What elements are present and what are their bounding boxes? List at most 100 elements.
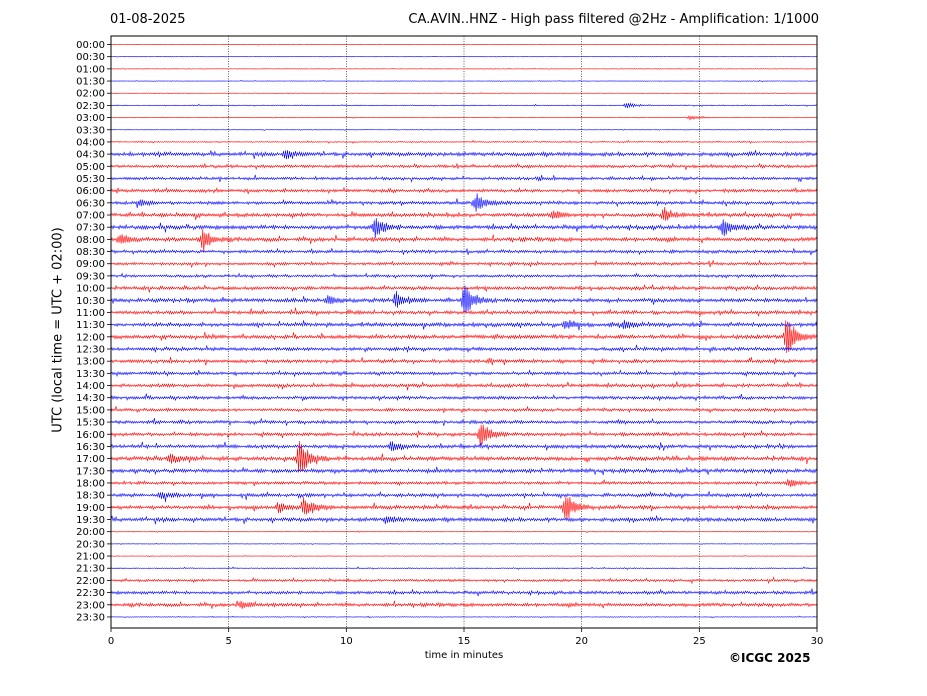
y-tick-label: 21:00 — [76, 552, 105, 563]
trace-0030 — [110, 55, 818, 58]
y-tick-label: 15:30 — [76, 418, 105, 429]
y-tick-label: 20:30 — [76, 539, 105, 550]
y-tick-label: 00:30 — [76, 52, 105, 63]
trace-1400 — [110, 381, 818, 391]
trace-1200 — [110, 320, 818, 353]
x-axis-ticks: 0 5 10 15 20 25 30 — [108, 628, 824, 647]
trace-1500 — [110, 405, 818, 414]
plot-date: 01-08-2025 — [110, 12, 186, 27]
y-tick-label: 17:00 — [76, 454, 105, 465]
y-tick-label: 01:30 — [76, 77, 105, 88]
copyright-notice: ©ICGC 2025 — [729, 651, 811, 665]
y-tick-label: 11:00 — [76, 308, 105, 319]
y-tick-label: 05:30 — [76, 174, 105, 185]
y-tick-label: 16:30 — [76, 442, 105, 453]
y-tick-label: 07:00 — [76, 211, 105, 222]
plot-title: CA.AVIN..HNZ - High pass filtered @2Hz -… — [408, 12, 819, 27]
trace-2200 — [110, 576, 818, 585]
trace-1830 — [110, 490, 818, 503]
trace-0400 — [110, 139, 818, 144]
trace-1000 — [110, 284, 818, 293]
y-tick-label: 04:30 — [76, 150, 105, 161]
trace-0230 — [110, 102, 818, 109]
y-tick-label: 18:00 — [76, 478, 105, 489]
trace-0800 — [110, 229, 818, 253]
y-tick-label: 10:30 — [76, 296, 105, 307]
y-tick-label: 12:30 — [76, 345, 105, 356]
trace-1600 — [110, 424, 818, 446]
y-tick-label: 21:30 — [76, 564, 105, 575]
trace-0000 — [110, 43, 818, 46]
y-tick-label: 06:00 — [76, 186, 105, 197]
trace-1230 — [110, 344, 818, 354]
x-tick-label: 10 — [340, 636, 353, 647]
y-tick-label: 13:30 — [76, 369, 105, 380]
trace-0600 — [110, 186, 818, 195]
y-tick-label: 09:00 — [76, 259, 105, 270]
x-tick-label: 25 — [693, 636, 706, 647]
trace-2100 — [110, 555, 818, 557]
trace-1030 — [110, 285, 818, 314]
y-tick-label: 06:30 — [76, 198, 105, 209]
y-tick-label: 03:30 — [76, 125, 105, 136]
trace-0930 — [110, 272, 818, 280]
trace-2330 — [110, 615, 818, 619]
trace-1730 — [110, 466, 818, 476]
trace-0730 — [110, 217, 818, 238]
trace-2030 — [110, 542, 818, 545]
y-tick-label: 15:00 — [76, 405, 105, 416]
trace-2000 — [110, 530, 818, 534]
trace-1630 — [110, 441, 818, 451]
trace-0630 — [110, 193, 818, 212]
y-tick-label: 02:00 — [76, 89, 105, 100]
trace-1130 — [110, 319, 818, 331]
y-tick-label: 17:30 — [76, 466, 105, 477]
y-tick-label: 23:00 — [76, 600, 105, 611]
y-tick-label: 08:00 — [76, 235, 105, 246]
trace-0830 — [110, 247, 818, 256]
y-tick-label: 18:30 — [76, 491, 105, 502]
trace-1900 — [110, 496, 818, 519]
trace-0500 — [110, 162, 818, 170]
trace-1800 — [110, 479, 818, 488]
x-tick-label: 5 — [225, 636, 231, 647]
y-tick-label: 04:00 — [76, 137, 105, 148]
y-tick-label: 13:00 — [76, 357, 105, 368]
trace-1530 — [110, 417, 818, 427]
y-tick-label: 16:00 — [76, 430, 105, 441]
trace-0430 — [110, 150, 818, 160]
x-tick-label: 15 — [458, 636, 471, 647]
trace-0100 — [110, 67, 818, 70]
y-tick-label: 09:30 — [76, 271, 105, 282]
y-tick-label: 20:00 — [76, 527, 105, 538]
x-tick-label: 0 — [108, 636, 114, 647]
y-tick-label: 07:30 — [76, 223, 105, 234]
trace-2300 — [110, 600, 818, 609]
trace-2230 — [110, 588, 818, 597]
trace-1700 — [110, 441, 818, 473]
y-tick-label: 22:00 — [76, 576, 105, 587]
y-tick-label: 08:30 — [76, 247, 105, 258]
y-tick-label: 02:30 — [76, 101, 105, 112]
y-tick-label: 23:30 — [76, 612, 105, 623]
trace-0900 — [110, 259, 818, 268]
trace-1930 — [110, 515, 818, 525]
x-tick-label: 20 — [575, 636, 588, 647]
y-tick-label: 19:00 — [76, 503, 105, 514]
y-tick-label: 14:00 — [76, 381, 105, 392]
y-tick-label: 10:00 — [76, 284, 105, 295]
x-tick-label: 30 — [811, 636, 824, 647]
x-axis-label: time in minutes — [424, 650, 504, 661]
y-tick-label: 00:00 — [76, 40, 105, 51]
y-tick-label: 01:00 — [76, 64, 105, 75]
y-tick-label: 19:30 — [76, 515, 105, 526]
trace-1330 — [110, 369, 818, 378]
trace-0530 — [110, 174, 818, 183]
y-tick-label: 22:30 — [76, 588, 105, 599]
trace-1100 — [110, 307, 818, 317]
y-tick-label: 14:30 — [76, 393, 105, 404]
y-tick-label: 03:00 — [76, 113, 105, 124]
trace-0300 — [110, 115, 818, 121]
